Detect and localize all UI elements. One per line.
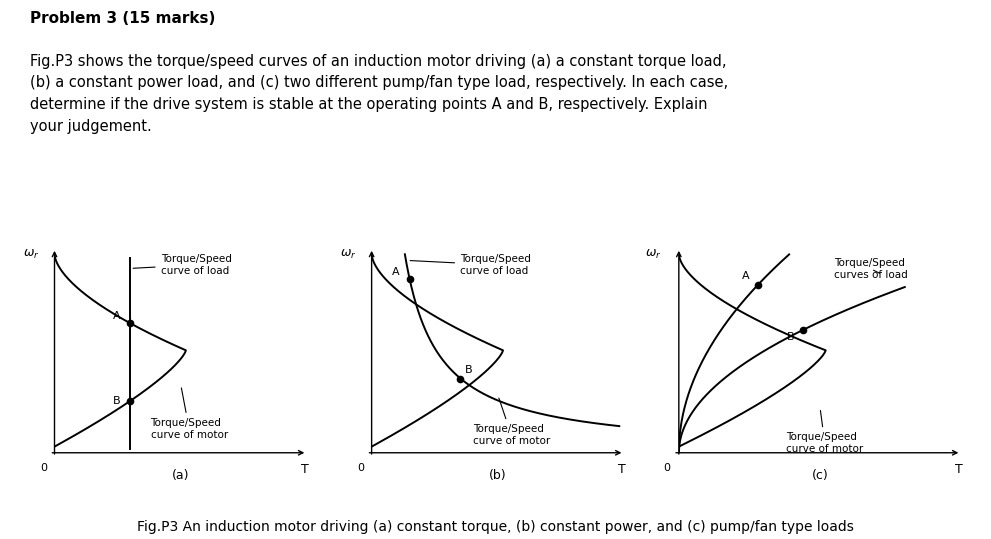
Text: 0: 0 bbox=[357, 463, 364, 473]
Text: Torque/Speed
curve of motor: Torque/Speed curve of motor bbox=[151, 388, 228, 439]
Text: 0: 0 bbox=[663, 463, 670, 473]
Text: (b): (b) bbox=[490, 469, 506, 482]
Text: B: B bbox=[465, 365, 473, 375]
Text: Torque/Speed
curve of load: Torque/Speed curve of load bbox=[133, 254, 232, 275]
Text: A: A bbox=[113, 311, 120, 321]
Text: (c): (c) bbox=[812, 469, 828, 482]
Text: Problem 3 (15 marks): Problem 3 (15 marks) bbox=[30, 11, 215, 26]
Text: (a): (a) bbox=[172, 469, 189, 482]
Text: Fig.P3 shows the torque/speed curves of an induction motor driving (a) a constan: Fig.P3 shows the torque/speed curves of … bbox=[30, 54, 727, 134]
Text: $\omega_r$: $\omega_r$ bbox=[645, 248, 662, 261]
Text: 0: 0 bbox=[40, 463, 47, 473]
Text: $\omega_r$: $\omega_r$ bbox=[340, 248, 357, 261]
Text: B: B bbox=[113, 396, 120, 406]
Text: T: T bbox=[618, 463, 625, 476]
Text: Torque/Speed
curve of load: Torque/Speed curve of load bbox=[410, 254, 531, 275]
Text: T: T bbox=[954, 463, 962, 476]
Text: B: B bbox=[787, 332, 795, 342]
Text: T: T bbox=[301, 463, 308, 476]
Text: Fig.P3 An induction motor driving (a) constant torque, (b) constant power, and (: Fig.P3 An induction motor driving (a) co… bbox=[137, 520, 854, 534]
Text: Torque/Speed
curve of motor: Torque/Speed curve of motor bbox=[786, 410, 863, 454]
Text: Torque/Speed
curve of motor: Torque/Speed curve of motor bbox=[473, 398, 550, 446]
Text: A: A bbox=[742, 271, 749, 281]
Text: $\omega_r$: $\omega_r$ bbox=[23, 248, 40, 261]
Text: Torque/Speed
curves of load: Torque/Speed curves of load bbox=[834, 258, 908, 280]
Text: A: A bbox=[391, 267, 399, 277]
